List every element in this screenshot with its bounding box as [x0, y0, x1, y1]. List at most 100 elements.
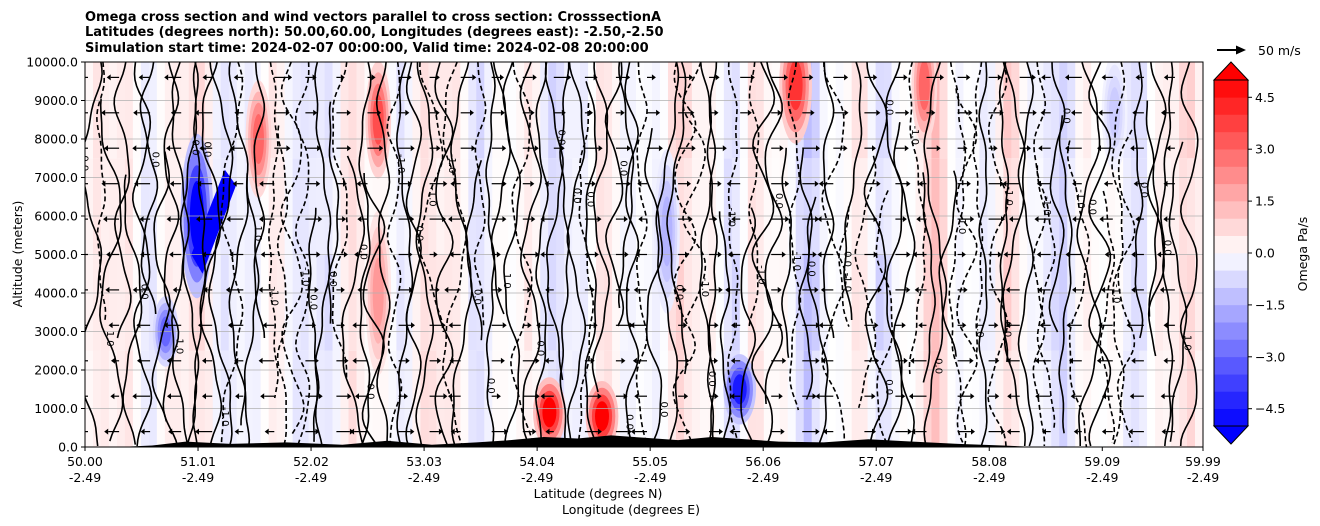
omega-cell	[763, 158, 773, 255]
wind-vector-head	[821, 357, 826, 364]
wind-vector-head	[656, 109, 661, 116]
terrain	[118, 435, 1037, 447]
omega-cell	[220, 350, 230, 447]
wind-vector-head	[1069, 357, 1073, 364]
omega-cell	[85, 62, 94, 159]
wind-vector-head	[815, 216, 820, 223]
wind-vector-head	[1001, 216, 1005, 223]
wind-vector-head	[502, 180, 507, 187]
wind-vector-head	[778, 322, 783, 329]
wind-vector-head	[747, 109, 752, 116]
omega-cell	[140, 158, 150, 255]
omega-cell	[420, 158, 429, 255]
omega-cell	[1147, 158, 1156, 255]
omega-cell	[875, 350, 885, 447]
contour-line-positive	[465, 159, 483, 341]
contour-label: 0.0	[658, 402, 669, 418]
wind-vector-head	[545, 286, 550, 293]
wind-vector-head	[810, 109, 815, 116]
wind-vector-head	[651, 74, 656, 81]
wind-vector-head	[1065, 145, 1070, 152]
omega-cell	[564, 62, 573, 159]
contour-label: 0.0	[706, 371, 717, 387]
wind-vector-head	[1037, 286, 1042, 293]
wind-vector-head	[448, 393, 452, 400]
omega-cell	[1179, 62, 1188, 159]
wind-vector-head	[963, 145, 968, 152]
wind-vector-head	[443, 393, 448, 400]
wind-vector-head	[264, 428, 269, 435]
colorbar-swatch	[1214, 149, 1248, 167]
wind-vector-head	[1072, 216, 1077, 223]
colorbar-tick-label: 4.5	[1255, 90, 1275, 105]
omega-cell	[220, 62, 230, 159]
wind-vector-head	[101, 109, 106, 116]
omega-cell	[923, 158, 933, 255]
contour-line-positive	[1058, 115, 1073, 434]
omega-cell	[100, 254, 110, 351]
wind-vector-head	[496, 393, 501, 400]
wind-vector-head	[816, 145, 820, 152]
omega-cell	[907, 350, 917, 447]
omega-cell	[875, 254, 885, 351]
wind-vector-head	[818, 180, 823, 187]
omega-cell	[1027, 254, 1036, 351]
wind-vector-head	[379, 145, 384, 152]
wind-vector-head	[818, 322, 823, 329]
wind-vector-head	[342, 216, 347, 223]
omega-cell	[460, 350, 469, 447]
wind-vector-head	[1097, 145, 1101, 152]
wind-vector-head	[201, 251, 206, 258]
omega-cell	[1083, 62, 1092, 159]
omega-cell	[396, 350, 406, 447]
wind-vector-head	[106, 251, 111, 258]
omega-cell	[356, 62, 366, 159]
omega-cell	[260, 350, 270, 447]
contour-label: 1.0	[252, 225, 263, 241]
contour-label: 0.0	[1138, 182, 1149, 198]
wind-vector-head	[1027, 145, 1031, 152]
omega-cell	[835, 350, 845, 447]
wind-vector-head	[172, 286, 177, 293]
wind-vector-head	[597, 428, 602, 435]
wind-vector-head	[438, 428, 443, 435]
x-tick-label-lat: 59.99	[1185, 454, 1221, 469]
wind-vector-head	[1036, 251, 1041, 258]
contour-line-positive	[618, 62, 635, 309]
omega-cell	[1115, 254, 1124, 351]
omega-cell	[859, 62, 869, 159]
omega-cell	[955, 158, 965, 255]
omega-cell	[787, 254, 797, 351]
omega-cell	[428, 158, 437, 255]
omega-cell	[612, 350, 621, 447]
omega-cell	[667, 350, 677, 447]
omega-cell	[707, 254, 717, 351]
wind-vector-head	[1166, 145, 1171, 152]
omega-cell	[516, 350, 525, 447]
omega-cell	[1051, 254, 1060, 351]
wind-vector-head	[877, 286, 882, 293]
wind-vectors	[85, 74, 1175, 435]
contour-label: 0.0	[571, 188, 582, 204]
wind-vector-head	[752, 145, 757, 152]
omega-cell	[811, 254, 821, 351]
omega-cell	[755, 62, 765, 159]
wind-vector-head	[714, 322, 719, 329]
x-tick-label-lat: 56.06	[745, 454, 781, 469]
omega-cell	[1099, 158, 1108, 255]
contour-line-positive	[922, 172, 936, 383]
wind-vector-head	[1006, 322, 1011, 329]
wind-vector-head	[472, 74, 477, 81]
contour-label: 0.0	[842, 251, 853, 267]
omega-cell	[1131, 254, 1140, 351]
omega-cell	[92, 254, 102, 351]
omega-cell	[1187, 62, 1196, 159]
omega-cell	[340, 350, 350, 447]
contour-label: 0.0	[358, 244, 369, 260]
omega-cell	[548, 158, 557, 255]
wind-vector-head	[1003, 251, 1008, 258]
wind-vector-head	[820, 286, 825, 293]
wind-vector-head	[544, 180, 549, 187]
omega-cell	[1107, 158, 1116, 255]
wind-vector-head	[1000, 180, 1004, 187]
